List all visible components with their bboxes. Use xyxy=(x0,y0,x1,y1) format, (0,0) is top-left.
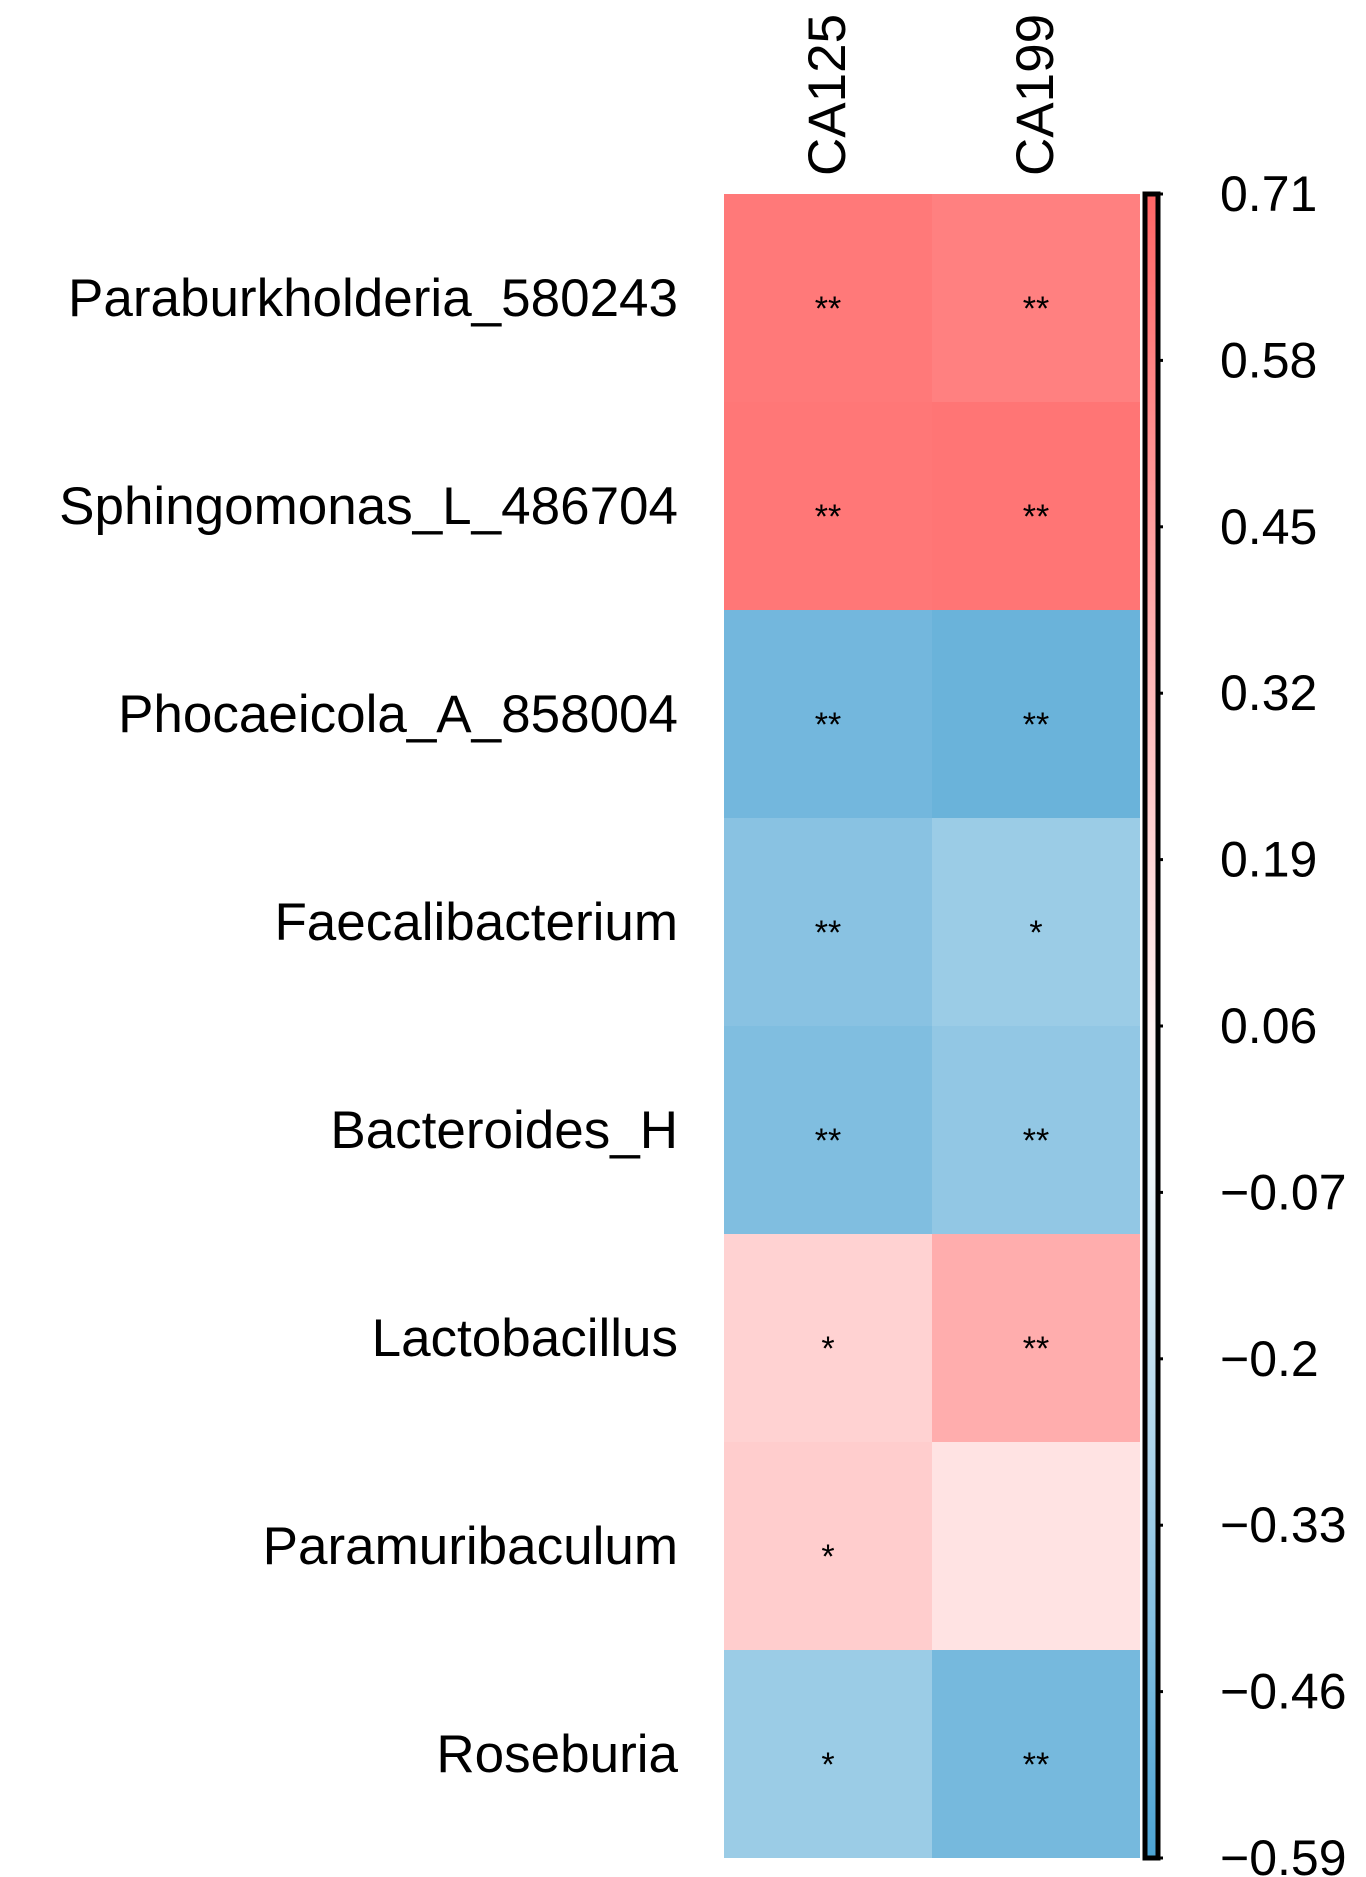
heatmap-cell xyxy=(724,818,932,1026)
heatmap-cell xyxy=(932,1234,1140,1442)
colorbar-tick-label: −0.46 xyxy=(1220,1664,1347,1720)
colorbar-bar xyxy=(1142,191,1161,1861)
significance-marker: ** xyxy=(815,290,841,328)
colorbar-tick-label: 0.06 xyxy=(1220,998,1317,1054)
row-labels: Paraburkholderia_580243 Sphingomonas_L_48… xyxy=(59,269,678,1784)
heatmap-cell xyxy=(724,1234,932,1442)
heatmap-cell xyxy=(932,610,1140,818)
colorbar-tick-label: 0.58 xyxy=(1220,332,1317,388)
significance-marker: ** xyxy=(1023,1122,1049,1160)
colorbar-tick-label: −0.33 xyxy=(1220,1497,1347,1553)
heatmap-cell xyxy=(724,402,932,610)
significance-marker: ** xyxy=(815,914,841,952)
colorbar-tick-label: 0.71 xyxy=(1220,166,1317,222)
significance-marker: ** xyxy=(1023,290,1049,328)
heatmap-cell xyxy=(724,194,932,402)
row-label: Lactobacillus xyxy=(372,1309,678,1368)
significance-marker: ** xyxy=(815,1122,841,1160)
heatmap-cell xyxy=(724,1442,932,1650)
significance-marker: ** xyxy=(815,706,841,744)
row-label: Bacteroides_H xyxy=(330,1101,678,1160)
significance-marker: ** xyxy=(1023,706,1049,744)
heatmap-cell xyxy=(724,610,932,818)
significance-marker: * xyxy=(821,1538,834,1576)
heatmap-cell xyxy=(932,1442,1140,1650)
colorbar: 0.71 0.58 0.45 0.32 0.19 0.06 −0.07 −0.2 −0.33 −0… xyxy=(1142,166,1347,1877)
heatmap-cell xyxy=(724,1026,932,1234)
significance-marker: * xyxy=(821,1746,834,1784)
colorbar-tick-label: 0.19 xyxy=(1220,832,1317,888)
row-label: Paraburkholderia_580243 xyxy=(68,269,678,328)
row-label: Faecalibacterium xyxy=(274,893,678,952)
column-label: CA125 xyxy=(798,14,857,176)
significance-marker: * xyxy=(821,1330,834,1368)
heatmap-cell xyxy=(932,818,1140,1026)
heatmap-cell xyxy=(932,194,1140,402)
heatmap-cell xyxy=(724,1650,932,1858)
significance-marker: ** xyxy=(1023,1746,1049,1784)
significance-marker: ** xyxy=(1023,1330,1049,1368)
row-label: Roseburia xyxy=(436,1725,678,1784)
colorbar-tick-label: −0.2 xyxy=(1220,1331,1319,1387)
heatmap-cell xyxy=(932,1026,1140,1234)
heatmap-cell xyxy=(932,402,1140,610)
heatmap-cell xyxy=(932,1650,1140,1858)
column-labels: CA125 CA199 xyxy=(798,14,1065,176)
significance-markers: ** **** **** **** *** *** **** ** xyxy=(815,290,1049,1784)
significance-marker: * xyxy=(1029,914,1042,952)
significance-marker: ** xyxy=(815,498,841,536)
row-label: Paramuribaculum xyxy=(263,1517,678,1576)
row-label: Phocaeicola_A_858004 xyxy=(118,685,678,744)
heatmap-cells xyxy=(724,194,1140,1858)
colorbar-tick-label: 0.32 xyxy=(1220,665,1317,721)
colorbar-tick-label: −0.59 xyxy=(1220,1830,1347,1877)
significance-marker: ** xyxy=(1023,498,1049,536)
colorbar-tick-label: −0.07 xyxy=(1220,1164,1347,1220)
row-label: Sphingomonas_L_486704 xyxy=(59,477,678,536)
colorbar-tick-label: 0.45 xyxy=(1220,499,1317,555)
column-label: CA199 xyxy=(1006,14,1065,176)
